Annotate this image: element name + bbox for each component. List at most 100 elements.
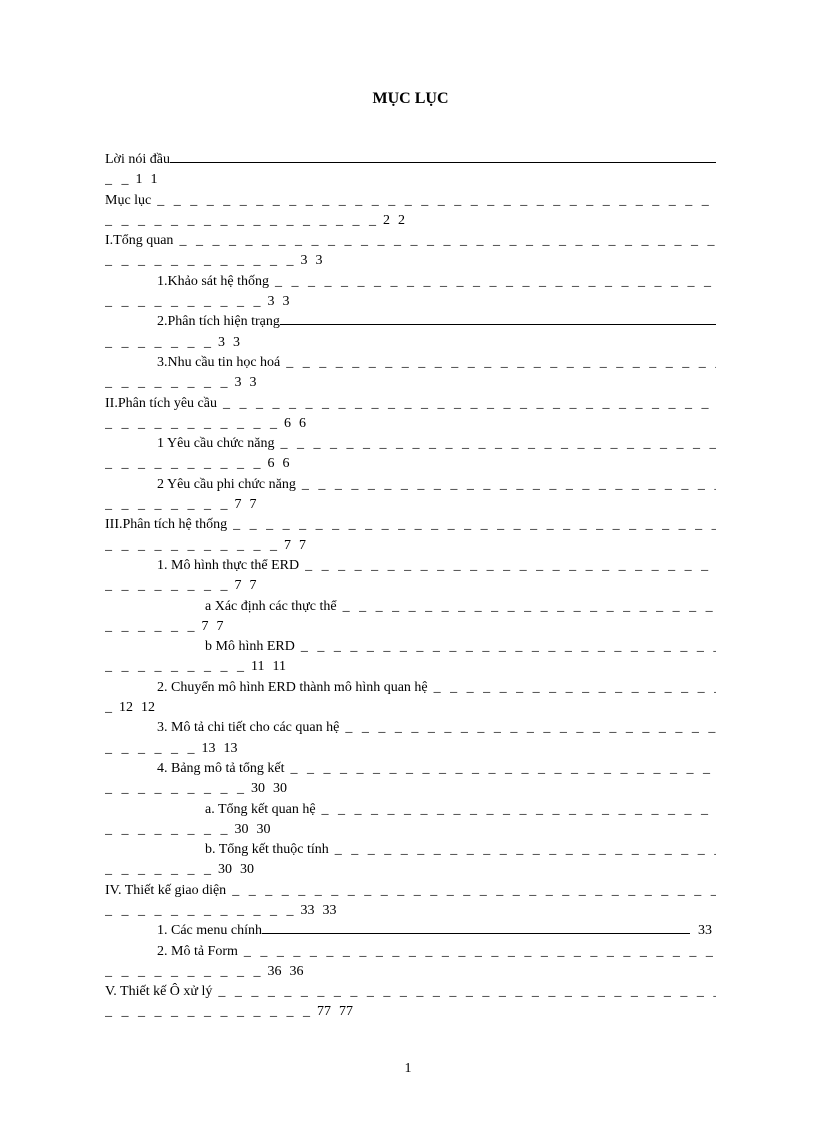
toc-leader	[280, 313, 716, 326]
toc-continuation: _ _ _ _ _ _ _ _ _ _ _ _ _77 77	[105, 1002, 716, 1022]
toc-continuation: _ _ _ _ _ _ _ _ _ _6 6	[105, 454, 716, 474]
toc-row: 3. Mô tả chi tiết cho các quan hệ_ _ _ _…	[105, 718, 716, 738]
toc-label: II.Phân tích yêu cầu	[105, 394, 217, 414]
toc-page-1: 12	[115, 698, 137, 718]
toc-leader: _ _ _ _ _ _ _ _ _ _ _ _ _ _ _ _ _ _ _ _ …	[339, 718, 716, 738]
toc-page-2: 7	[213, 617, 228, 637]
toc-page-2: 3	[246, 373, 261, 393]
toc-label: Lời nói đầu	[105, 150, 170, 170]
toc-page-1: 6	[280, 414, 295, 434]
toc-label: IV. Thiết kế giao diện	[105, 881, 226, 901]
toc-continuation: _ _ _ _ _ _7 7	[105, 617, 716, 637]
toc-cont-leader: _ _ _ _ _ _ _ _ _ _ _	[105, 414, 280, 434]
toc-label: 1.Khảo sát hệ thống	[105, 272, 269, 292]
toc-page-1: 13	[198, 739, 220, 759]
toc-cont-leader: _ _	[105, 170, 132, 190]
toc-row: 1 Yêu cầu chức năng_ _ _ _ _ _ _ _ _ _ _…	[105, 434, 716, 454]
toc-page-1: 3	[264, 292, 279, 312]
toc-leader: _ _ _ _ _ _ _ _ _ _ _ _ _ _ _ _ _ _ _ _ …	[238, 942, 716, 962]
toc-row: I.Tổng quan_ _ _ _ _ _ _ _ _ _ _ _ _ _ _…	[105, 231, 716, 251]
toc-leader: _ _ _ _ _ _ _ _ _ _ _ _ _ _ _ _ _ _ _ _ …	[337, 597, 716, 617]
toc-page-1: 3	[231, 373, 246, 393]
toc-label: 3.Nhu cầu tin học hoá	[105, 353, 280, 373]
toc-page-1: 7	[231, 576, 246, 596]
toc-continuation: _ _ _ _ _ _ _30 30	[105, 860, 716, 880]
toc-label: b. Tổng kết thuộc tính	[105, 840, 329, 860]
toc-page-1: 7	[198, 617, 213, 637]
toc-page-1: 3	[297, 251, 312, 271]
toc-page-1: 11	[247, 657, 268, 677]
toc-row: III.Phân tích hệ thống_ _ _ _ _ _ _ _ _ …	[105, 515, 716, 535]
toc-continuation: _ _ _ _ _ _ _ _ _ _ _ _3 3	[105, 251, 716, 271]
toc-continuation: _ _ _ _ _ _ _ _30 30	[105, 820, 716, 840]
toc-page-1: 30	[214, 860, 236, 880]
toc-leader: _ _ _ _ _ _ _ _ _ _ _ _ _ _ _ _ _ _ _ _ …	[285, 759, 716, 779]
toc-row: V. Thiết kế Ô xử lý_ _ _ _ _ _ _ _ _ _ _…	[105, 982, 716, 1002]
toc-page-1: 33	[297, 901, 319, 921]
toc-cont-leader: _ _ _ _ _ _	[105, 617, 198, 637]
toc-continuation: _ _ _ _ _ _ _ _ _30 30	[105, 779, 716, 799]
toc-cont-leader: _ _ _ _ _ _ _ _ _ _ _ _	[105, 901, 297, 921]
toc-page-1: 30	[247, 779, 269, 799]
toc-cont-leader: _ _ _ _ _ _ _	[105, 333, 214, 353]
toc-leader: _ _ _ _ _ _ _ _ _ _ _ _ _ _ _ _ _ _ _ _ …	[269, 272, 716, 292]
toc-page: 33	[690, 921, 716, 941]
toc-cont-leader: _ _ _ _ _ _ _ _ _	[105, 779, 247, 799]
toc-leader: _ _ _ _ _ _ _ _ _ _ _ _ _ _ _ _ _ _ _ _ …	[295, 637, 716, 657]
toc-cont-leader: _ _ _ _ _ _ _	[105, 860, 214, 880]
toc-label: a. Tổng kết quan hệ	[105, 800, 316, 820]
toc-page-2: 1	[147, 170, 162, 190]
toc-label: 3. Mô tả chi tiết cho các quan hệ	[105, 718, 339, 738]
toc-page-2: 77	[335, 1002, 357, 1022]
toc-continuation: _ _ _ _ _ _ _ _ _ _ _7 7	[105, 536, 716, 556]
toc-leader: _ _ _ _ _ _ _ _ _ _ _ _ _ _ _ _ _ _ _ _ …	[428, 678, 716, 698]
toc-row: Lời nói đầu	[105, 150, 716, 170]
toc-page-2: 3	[229, 333, 244, 353]
toc-page-2: 3	[279, 292, 294, 312]
toc-row: 4. Bảng mô tả tổng kết_ _ _ _ _ _ _ _ _ …	[105, 759, 716, 779]
toc-label: 1 Yêu cầu chức năng	[105, 434, 274, 454]
toc-cont-leader: _ _ _ _ _ _ _ _ _ _ _ _	[105, 251, 297, 271]
toc-continuation: _ _ _ _ _ _ _ _ _ _36 36	[105, 962, 716, 982]
toc-row: 2. Chuyển mô hình ERD thành mô hình quan…	[105, 678, 716, 698]
toc-leader: _ _ _ _ _ _ _ _ _ _ _ _ _ _ _ _ _ _ _ _ …	[274, 434, 716, 454]
toc-cont-leader: _ _ _ _ _ _ _ _ _ _	[105, 292, 264, 312]
table-of-contents: Lời nói đầu_ _1 1Mục lục_ _ _ _ _ _ _ _ …	[105, 150, 716, 1023]
toc-leader: _ _ _ _ _ _ _ _ _ _ _ _ _ _ _ _ _ _ _ _ …	[217, 394, 716, 414]
toc-leader	[262, 922, 690, 935]
toc-row: a. Tổng kết quan hệ_ _ _ _ _ _ _ _ _ _ _…	[105, 800, 716, 820]
toc-leader: _ _ _ _ _ _ _ _ _ _ _ _ _ _ _ _ _ _ _ _ …	[299, 556, 716, 576]
toc-page-2: 12	[137, 698, 159, 718]
toc-page-2: 7	[246, 495, 261, 515]
toc-cont-leader: _ _ _ _ _ _ _ _ _ _	[105, 454, 264, 474]
toc-row: 3.Nhu cầu tin học hoá_ _ _ _ _ _ _ _ _ _…	[105, 353, 716, 373]
toc-label: 2 Yêu cầu phi chức năng	[105, 475, 296, 495]
toc-cont-leader: _ _ _ _ _ _ _ _ _ _ _	[105, 536, 280, 556]
toc-row: b Mô hình ERD_ _ _ _ _ _ _ _ _ _ _ _ _ _…	[105, 637, 716, 657]
toc-page-2: 11	[268, 657, 289, 677]
toc-leader	[170, 150, 716, 163]
toc-cont-leader: _ _ _ _ _ _ _ _	[105, 820, 231, 840]
toc-label: 2. Mô tả Form	[105, 942, 238, 962]
toc-leader: _ _ _ _ _ _ _ _ _ _ _ _ _ _ _ _ _ _ _ _ …	[151, 191, 716, 211]
toc-row: 1. Các menu chính33	[105, 921, 716, 941]
toc-cont-leader: _	[105, 698, 115, 718]
toc-cont-leader: _ _ _ _ _ _ _ _ _ _ _ _ _	[105, 1002, 313, 1022]
toc-continuation: _ _ _ _ _ _ _ _ _ _3 3	[105, 292, 716, 312]
toc-continuation: _ _ _ _ _ _ _ _7 7	[105, 495, 716, 515]
toc-continuation: _ _ _ _ _ _ _ _ _11 11	[105, 657, 716, 677]
toc-page-2: 30	[269, 779, 291, 799]
toc-cont-leader: _ _ _ _ _ _ _ _	[105, 373, 231, 393]
toc-page-1: 6	[264, 454, 279, 474]
toc-page-1: 1	[132, 170, 147, 190]
toc-continuation: _ _ _ _ _ _ _ _ _ _ _6 6	[105, 414, 716, 434]
toc-page-2: 30	[236, 860, 258, 880]
toc-leader: _ _ _ _ _ _ _ _ _ _ _ _ _ _ _ _ _ _ _ _ …	[329, 840, 716, 860]
toc-page-2: 13	[220, 739, 242, 759]
toc-page-1: 3	[214, 333, 229, 353]
toc-label: 1. Mô hình thực thể ERD	[105, 556, 299, 576]
toc-page-2: 36	[286, 962, 308, 982]
toc-row: 2. Mô tả Form_ _ _ _ _ _ _ _ _ _ _ _ _ _…	[105, 942, 716, 962]
toc-page-2: 3	[312, 251, 327, 271]
toc-page-1: 36	[264, 962, 286, 982]
